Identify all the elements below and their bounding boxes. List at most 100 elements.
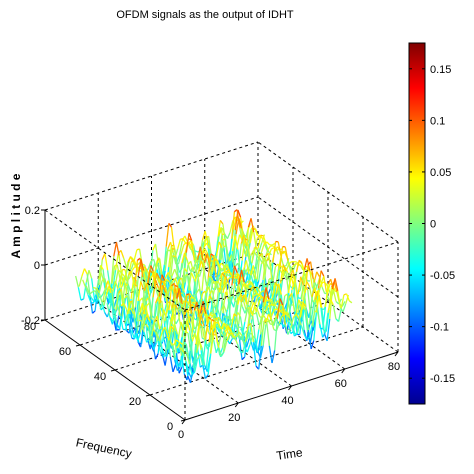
surface-mesh-segment <box>224 255 229 269</box>
surface-mesh-segment <box>241 238 246 261</box>
surface-mesh-segment <box>229 331 234 339</box>
surface-mesh-segment <box>218 234 223 260</box>
surface-mesh-segment <box>295 259 300 272</box>
surface-mesh-segment <box>302 302 307 308</box>
colorbar-tick-label: -0.1 <box>430 322 449 334</box>
surface-mesh-segment <box>241 306 246 314</box>
surface-mesh-segment <box>303 258 308 270</box>
surface-mesh-segment <box>236 331 240 337</box>
surface-mesh-segment <box>299 302 304 318</box>
x-tick-mark <box>234 402 239 408</box>
surface-mesh-segment <box>272 316 277 325</box>
surface-mesh-segment <box>245 246 250 262</box>
surface-mesh-segment <box>201 248 206 253</box>
surface-mesh-segment <box>192 344 197 369</box>
surface-mesh-segment <box>178 366 183 374</box>
surface-mesh-segment <box>211 318 215 322</box>
surface-mesh-segment <box>176 366 181 371</box>
surface-mesh-segment <box>234 336 239 345</box>
surface-mesh-segment <box>89 291 93 295</box>
surface-mesh-segment <box>167 241 172 250</box>
surface-mesh-segment <box>137 281 142 302</box>
surface-mesh-segment <box>183 252 188 261</box>
surface-mesh-segment <box>244 308 249 322</box>
surface-mesh-segment <box>267 245 271 251</box>
surface-mesh-segment <box>173 339 177 346</box>
surface-mesh-segment <box>258 305 263 314</box>
surface-mesh-segment <box>256 255 261 282</box>
x-tick-mark <box>181 419 186 425</box>
surface-mesh-segment <box>212 339 217 353</box>
surface-mesh-segment <box>294 332 299 335</box>
surface-mesh-segment <box>88 269 93 279</box>
surface-mesh-segment <box>122 257 127 267</box>
surface-mesh-segment <box>258 345 263 370</box>
surface-mesh-segment <box>186 320 191 331</box>
surface-mesh-segment <box>224 291 229 299</box>
surface-mesh-segment <box>125 309 130 324</box>
surface-mesh-segment <box>254 259 259 276</box>
surface-mesh-segment <box>247 218 252 228</box>
surface-mesh-segment <box>292 313 297 319</box>
surface-mesh-segment <box>178 288 183 305</box>
surface-mesh-segment <box>132 314 137 329</box>
surface-mesh-segment <box>251 270 256 281</box>
surface-mesh-segment <box>176 308 181 325</box>
surface-mesh-segment <box>115 292 120 311</box>
x-axis-label: Time <box>275 445 303 463</box>
surface-mesh-segment <box>215 241 220 256</box>
surface-mesh-segment <box>172 364 177 373</box>
surface-mesh-segment <box>316 271 320 277</box>
surface-mesh-segment <box>266 321 271 346</box>
surface-mesh-segment <box>309 270 314 288</box>
surface-mesh-segment <box>164 248 169 271</box>
surface-mesh-segment <box>160 346 165 355</box>
surface-mesh-segment <box>251 247 256 264</box>
surface-mesh-segment <box>307 330 312 350</box>
surface-mesh-segment <box>210 334 215 354</box>
surface-mesh-segment <box>237 334 242 339</box>
y-tick-mark <box>180 419 186 422</box>
surface-mesh-segment <box>111 289 115 310</box>
surface-mesh-segment <box>268 299 272 320</box>
surface-mesh-segment <box>239 316 244 333</box>
surface-mesh-segment <box>249 281 254 287</box>
surface-mesh-segment <box>263 320 267 323</box>
surface-mesh-segment <box>334 278 339 292</box>
surface-mesh-segment <box>220 322 225 330</box>
surface-mesh-segment <box>188 232 193 241</box>
surface-mesh-segment <box>107 291 112 304</box>
surface-mesh-segment <box>262 287 267 303</box>
surface-mesh-segment <box>232 216 237 230</box>
surface-mesh-segment <box>284 246 289 261</box>
surface-mesh-segment <box>180 347 184 353</box>
surface-mesh-segment <box>220 351 225 357</box>
surface-mesh-segment <box>288 261 292 265</box>
surface-mesh-segment <box>220 262 224 266</box>
surface-mesh-segment <box>177 239 181 249</box>
surface-mesh-segment <box>219 220 224 225</box>
surface-mesh-segment <box>148 335 153 344</box>
surface-mesh-segment <box>186 300 190 306</box>
surface-mesh-segment <box>147 265 152 286</box>
surface-mesh-segment <box>298 302 303 317</box>
surface-mesh-segment <box>134 260 139 289</box>
surface-mesh-segment <box>234 235 239 250</box>
surface-mesh-segment <box>311 311 316 326</box>
surface-mesh-segment <box>157 296 162 317</box>
surface-mesh-segment <box>238 338 243 360</box>
surface-mesh-segment <box>250 340 255 351</box>
surface-mesh-segment <box>284 313 288 316</box>
surface-mesh-segment <box>202 300 207 314</box>
surface-mesh-segment <box>189 330 194 357</box>
surface-mesh-segment <box>93 300 98 303</box>
surface-mesh-segment <box>231 333 236 338</box>
surface-mesh-segment <box>260 302 264 335</box>
surface-mesh-segment <box>78 276 83 287</box>
surface-mesh-segment <box>223 304 227 313</box>
surface-mesh-segment <box>250 301 255 311</box>
surface-mesh-segment <box>215 288 220 313</box>
surface-mesh-segment <box>267 313 272 320</box>
surface-mesh-segment <box>225 272 230 277</box>
surface-mesh-segment <box>321 286 326 294</box>
